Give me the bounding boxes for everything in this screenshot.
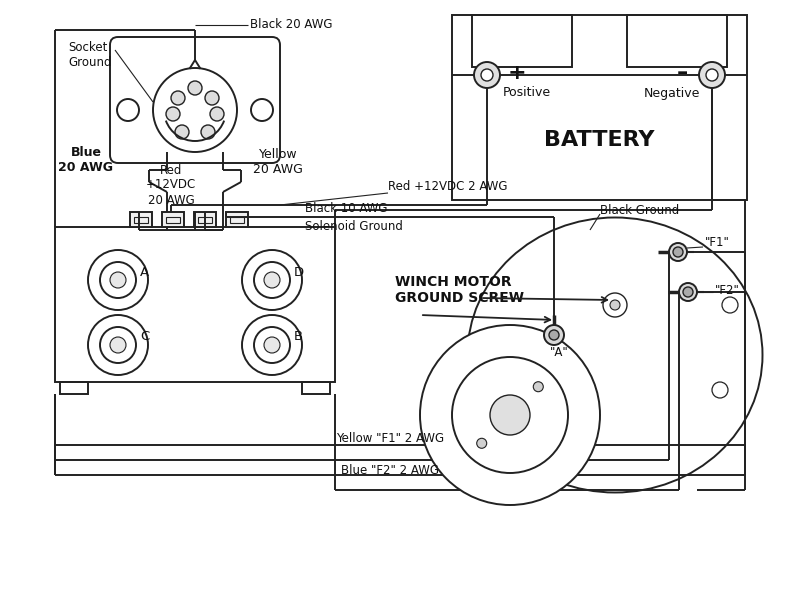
Text: Socket
Ground: Socket Ground bbox=[68, 41, 111, 69]
Circle shape bbox=[420, 325, 600, 505]
Circle shape bbox=[706, 69, 718, 81]
Circle shape bbox=[110, 272, 126, 288]
Circle shape bbox=[166, 107, 180, 121]
Circle shape bbox=[452, 357, 568, 473]
Text: Red +12VDC 2 AWG: Red +12VDC 2 AWG bbox=[388, 181, 507, 193]
Circle shape bbox=[171, 91, 185, 105]
Text: –: – bbox=[676, 63, 688, 83]
Text: Solenoid Ground: Solenoid Ground bbox=[305, 220, 403, 233]
Circle shape bbox=[175, 125, 189, 139]
Bar bbox=[55, 227, 335, 382]
Bar bbox=[60, 382, 88, 394]
Ellipse shape bbox=[467, 217, 762, 493]
Text: Red
+12VDC
20 AWG: Red +12VDC 20 AWG bbox=[146, 163, 196, 206]
Circle shape bbox=[251, 99, 273, 121]
Circle shape bbox=[474, 62, 500, 88]
Circle shape bbox=[254, 262, 290, 298]
Circle shape bbox=[153, 68, 237, 152]
Bar bbox=[302, 382, 330, 394]
Circle shape bbox=[673, 247, 683, 257]
Circle shape bbox=[88, 315, 148, 375]
Circle shape bbox=[100, 262, 136, 298]
Circle shape bbox=[490, 395, 530, 435]
Circle shape bbox=[264, 337, 280, 353]
Circle shape bbox=[683, 287, 693, 297]
Circle shape bbox=[481, 69, 493, 81]
Bar bbox=[166, 217, 180, 223]
Circle shape bbox=[699, 62, 725, 88]
Circle shape bbox=[242, 315, 302, 375]
Text: Yellow
20 AWG: Yellow 20 AWG bbox=[253, 148, 303, 176]
Bar bbox=[452, 15, 747, 200]
Text: BATTERY: BATTERY bbox=[544, 130, 654, 150]
Text: Black 20 AWG: Black 20 AWG bbox=[250, 19, 333, 31]
Bar bbox=[226, 212, 248, 227]
Circle shape bbox=[669, 243, 687, 261]
Text: WINCH MOTOR
GROUND SCREW: WINCH MOTOR GROUND SCREW bbox=[395, 275, 524, 305]
Circle shape bbox=[88, 250, 148, 310]
Bar bbox=[198, 217, 212, 223]
Text: A: A bbox=[140, 265, 149, 278]
Bar bbox=[130, 212, 152, 227]
Circle shape bbox=[254, 327, 290, 363]
Circle shape bbox=[722, 297, 738, 313]
Circle shape bbox=[603, 293, 627, 317]
Text: Blue
20 AWG: Blue 20 AWG bbox=[58, 146, 114, 174]
Text: D: D bbox=[294, 265, 304, 278]
Bar bbox=[134, 217, 148, 223]
Circle shape bbox=[201, 125, 215, 139]
Bar bbox=[472, 15, 572, 67]
Text: Black Ground: Black Ground bbox=[600, 203, 679, 217]
Circle shape bbox=[477, 438, 486, 448]
Bar bbox=[627, 15, 727, 67]
Text: Black 10 AWG: Black 10 AWG bbox=[305, 202, 387, 214]
Text: Yellow "F1" 2 AWG: Yellow "F1" 2 AWG bbox=[336, 431, 444, 445]
Circle shape bbox=[534, 382, 543, 392]
Bar bbox=[194, 212, 216, 227]
Circle shape bbox=[188, 81, 202, 95]
Bar bbox=[230, 217, 244, 223]
Text: +: + bbox=[508, 63, 526, 83]
Circle shape bbox=[549, 330, 559, 340]
Circle shape bbox=[117, 99, 139, 121]
Text: C: C bbox=[140, 331, 150, 343]
Circle shape bbox=[205, 91, 219, 105]
Circle shape bbox=[610, 300, 620, 310]
Text: B: B bbox=[294, 331, 303, 343]
Text: Positive: Positive bbox=[503, 86, 551, 100]
Text: "F1": "F1" bbox=[705, 235, 730, 248]
Circle shape bbox=[100, 327, 136, 363]
Circle shape bbox=[264, 272, 280, 288]
FancyBboxPatch shape bbox=[110, 37, 280, 163]
Circle shape bbox=[544, 325, 564, 345]
Circle shape bbox=[242, 250, 302, 310]
Text: "A": "A" bbox=[550, 346, 568, 359]
Circle shape bbox=[712, 382, 728, 398]
Text: Blue "F2" 2 AWG: Blue "F2" 2 AWG bbox=[341, 463, 439, 476]
Circle shape bbox=[110, 337, 126, 353]
Circle shape bbox=[210, 107, 224, 121]
Text: "F2": "F2" bbox=[715, 283, 740, 296]
Bar bbox=[162, 212, 184, 227]
Circle shape bbox=[679, 283, 697, 301]
Text: Negative: Negative bbox=[644, 86, 700, 100]
